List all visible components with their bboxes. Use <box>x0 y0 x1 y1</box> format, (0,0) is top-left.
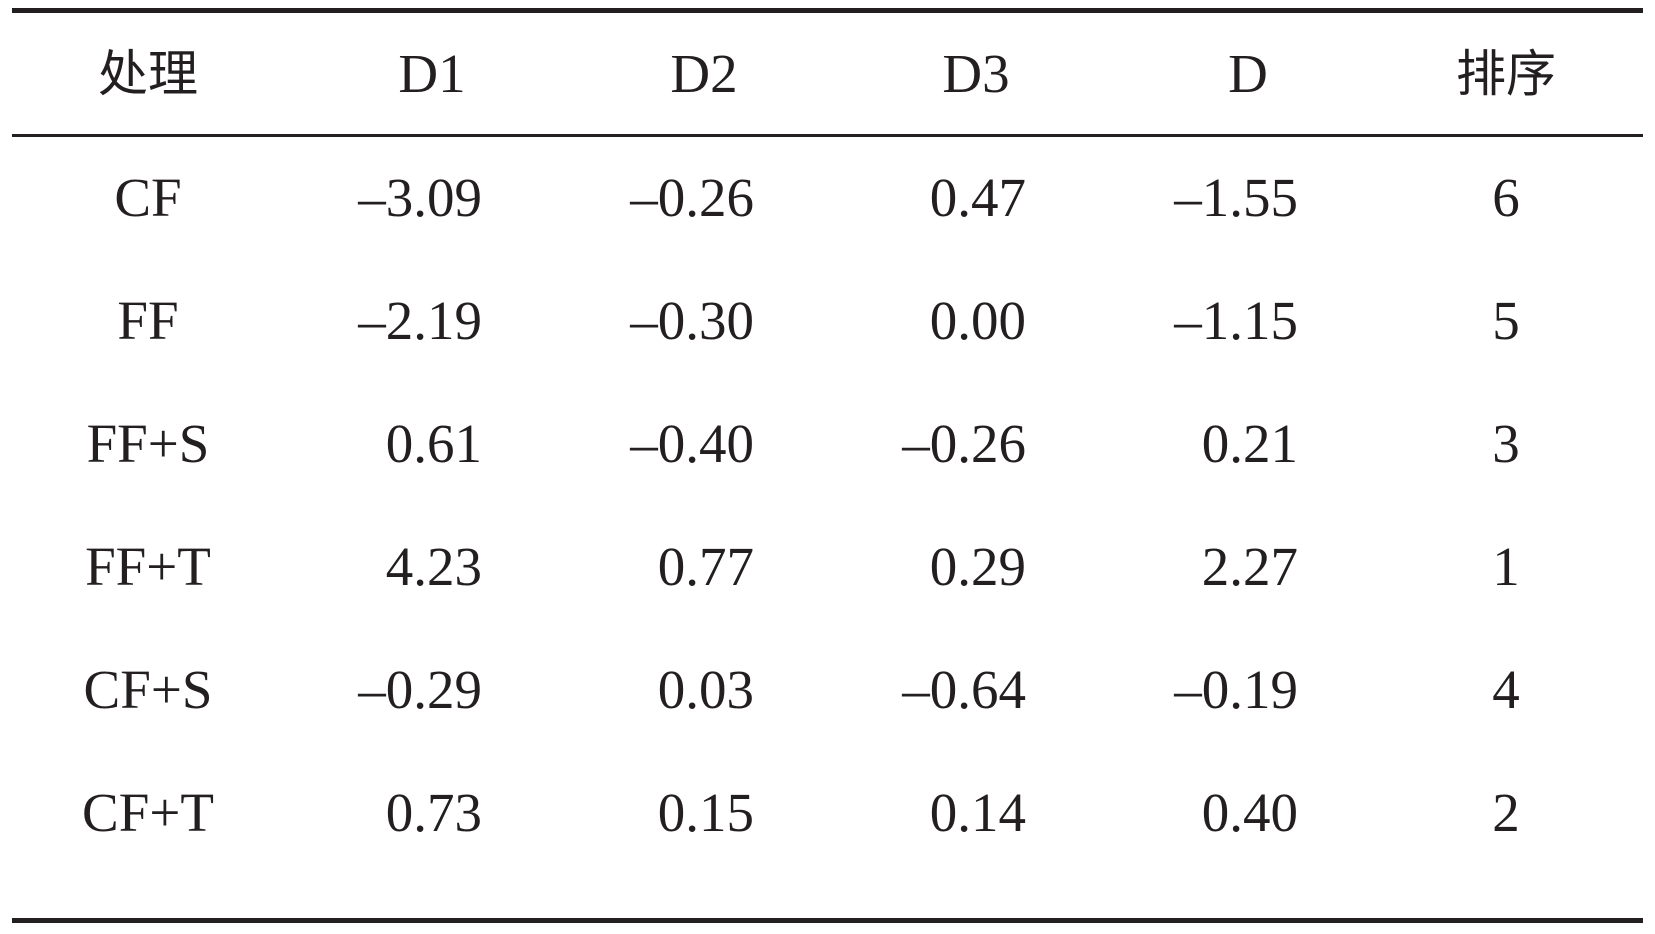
cell-d2: –0.40 <box>630 413 754 474</box>
cell-d1: –3.09 <box>358 167 482 228</box>
cell-rank: 6 <box>1492 167 1520 228</box>
cell-treatment: FF+S <box>86 413 210 474</box>
table-row: CF+S –0.29 0.03 –0.64 –0.19 4 <box>12 650 1643 730</box>
cell-d1: –2.19 <box>358 290 482 351</box>
header-d1: D1 <box>398 43 466 104</box>
cell-d2: 0.15 <box>657 782 754 843</box>
table-row: FF+T 4.23 0.77 0.29 2.27 1 <box>12 527 1643 607</box>
cell-d3: 0.29 <box>929 536 1026 597</box>
cell-d3: –0.64 <box>902 659 1026 720</box>
cell-d3: 0.47 <box>929 167 1026 228</box>
cell-d: –1.55 <box>1174 167 1298 228</box>
cell-d2: –0.26 <box>630 167 754 228</box>
cell-d3: 0.14 <box>929 782 1026 843</box>
cell-d1: 0.61 <box>385 413 482 474</box>
cell-d1: 0.73 <box>385 782 482 843</box>
cell-treatment: CF+T <box>82 782 214 843</box>
cell-d2: –0.30 <box>630 290 754 351</box>
cell-rank: 4 <box>1492 659 1520 720</box>
cell-rank: 3 <box>1492 413 1520 474</box>
cell-treatment: FF <box>117 290 179 351</box>
cell-treatment: CF <box>114 167 182 228</box>
top-rule <box>12 8 1643 13</box>
header-row: 处理 D1 D2 D3 D 排序 <box>12 34 1643 114</box>
header-d3: D3 <box>942 43 1010 104</box>
data-table: 处理 D1 D2 D3 D 排序 CF –3.09 –0.26 0.47 –1.… <box>12 8 1643 934</box>
cell-d: 2.27 <box>1201 536 1298 597</box>
cell-d: –1.15 <box>1174 290 1298 351</box>
header-d: D <box>1228 43 1268 104</box>
header-d2: D2 <box>670 43 738 104</box>
header-treatment: 处理 <box>98 45 198 103</box>
cell-d: 0.21 <box>1201 413 1298 474</box>
table-row: FF+S 0.61 –0.40 –0.26 0.21 3 <box>12 404 1643 484</box>
cell-d1: –0.29 <box>358 659 482 720</box>
cell-d2: 0.03 <box>657 659 754 720</box>
cell-rank: 2 <box>1492 782 1520 843</box>
cell-d3: 0.00 <box>929 290 1026 351</box>
cell-d: –0.19 <box>1174 659 1298 720</box>
cell-d: 0.40 <box>1201 782 1298 843</box>
table-row: CF –3.09 –0.26 0.47 –1.55 6 <box>12 158 1643 238</box>
cell-rank: 1 <box>1492 536 1520 597</box>
header-rank: 排序 <box>1456 45 1556 103</box>
cell-d3: –0.26 <box>902 413 1026 474</box>
cell-d1: 4.23 <box>385 536 482 597</box>
table-row: CF+T 0.73 0.15 0.14 0.40 2 <box>12 773 1643 853</box>
cell-rank: 5 <box>1492 290 1520 351</box>
table-row: FF –2.19 –0.30 0.00 –1.15 5 <box>12 281 1643 361</box>
cell-d2: 0.77 <box>657 536 754 597</box>
header-rule <box>12 134 1643 137</box>
bottom-rule <box>12 918 1643 923</box>
cell-treatment: CF+S <box>83 659 213 720</box>
cell-treatment: FF+T <box>85 536 211 597</box>
